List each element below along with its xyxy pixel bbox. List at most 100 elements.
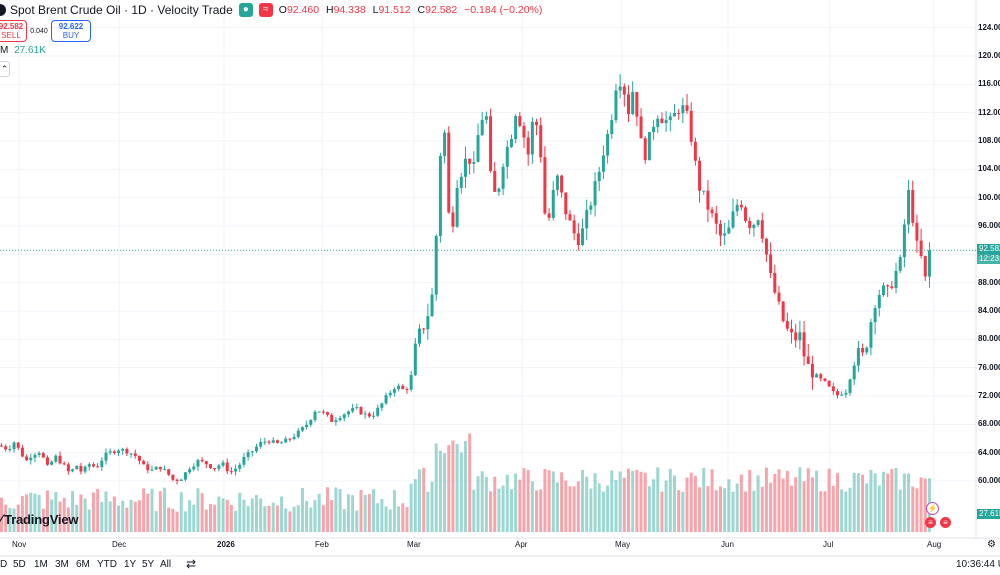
candle-body	[275, 440, 279, 443]
candle-body	[4, 446, 8, 450]
volume-bar	[681, 491, 685, 532]
candle-body	[593, 181, 597, 206]
volume-bar	[685, 477, 689, 532]
candle-body	[927, 250, 931, 277]
volume-bar	[560, 472, 564, 532]
candle-body	[689, 110, 693, 142]
volume-bar	[840, 489, 844, 532]
volume-bar	[66, 507, 70, 532]
market-status-icon[interactable]: ●	[238, 3, 253, 17]
volume-bar	[29, 492, 33, 532]
range-button-5y[interactable]: 5Y	[142, 559, 155, 570]
candle-body	[284, 438, 288, 443]
calendar-range-icon[interactable]: ⇄	[186, 557, 197, 571]
candle-body	[413, 343, 417, 376]
candle-body	[0, 445, 3, 447]
candle-body	[739, 204, 743, 208]
candle-body	[760, 220, 764, 239]
tradingview-logo[interactable]: ⁄ TradingView	[0, 511, 78, 527]
range-button-all[interactable]: All	[160, 559, 172, 570]
volume-bar	[16, 504, 20, 532]
volume-bar	[877, 485, 881, 532]
candle-body	[158, 466, 162, 470]
candle-body	[777, 292, 781, 302]
volume-bar	[338, 489, 342, 532]
candle-body	[91, 464, 95, 467]
chevron-up-icon[interactable]: ⌃	[0, 61, 10, 77]
buy-button[interactable]: 92.622 BUY	[51, 20, 91, 42]
candle-body	[547, 213, 551, 218]
open-key: O	[278, 4, 287, 16]
candle-body	[543, 157, 547, 214]
countdown-tag: 12:23:15	[977, 254, 1000, 265]
candle-body	[209, 464, 212, 469]
candle-body	[564, 192, 568, 215]
us-economic-event-icon[interactable]: ≡	[940, 517, 951, 528]
volume-bar	[25, 494, 29, 532]
volume-bar	[706, 486, 710, 532]
volume-bar	[756, 475, 760, 532]
calendar-settings-icon[interactable]: ⚙	[987, 539, 996, 550]
candle-body	[242, 456, 246, 465]
candle-body	[823, 378, 827, 381]
candle-body	[831, 386, 835, 392]
volume-bar	[87, 509, 91, 532]
volume-bar	[367, 493, 371, 532]
volume-bar	[326, 487, 330, 532]
price-label: 100.000	[978, 192, 1000, 202]
candle-body	[764, 238, 768, 255]
sell-label: SELL	[1, 31, 21, 40]
volume-bar	[200, 493, 204, 532]
volume-bar	[672, 475, 676, 532]
candle-body	[685, 105, 689, 111]
volume-bar	[890, 469, 894, 532]
dividend-icon[interactable]: ⚡	[926, 502, 939, 515]
us-economic-event-icon[interactable]: ≡	[925, 517, 936, 528]
sell-button[interactable]: 92.582 SELL	[0, 20, 27, 42]
range-button-1d[interactable]: D	[0, 559, 8, 570]
volume-bar	[568, 486, 572, 532]
volume-bar	[309, 507, 313, 532]
clock-readout[interactable]: 10:36:44 U	[956, 559, 1000, 570]
high-value: 94.338	[333, 4, 366, 16]
candle-body	[326, 412, 330, 415]
close-key: C	[417, 4, 426, 16]
range-button-ytd[interactable]: YTD	[97, 559, 117, 570]
symbol-title[interactable]: Spot Brent Crude Oil · 1D · Velocity Tra…	[10, 3, 233, 17]
volume-bar	[443, 453, 447, 532]
range-button-6m[interactable]: 6M	[76, 559, 90, 570]
data-source-icon[interactable]: ≈	[258, 3, 273, 17]
time-label: Jul	[823, 540, 834, 549]
high-key: H	[325, 4, 334, 16]
volume-bar	[372, 489, 376, 532]
volume-bar	[154, 511, 158, 532]
candle-body	[225, 462, 229, 472]
volume-bar	[589, 488, 593, 532]
volume-bar	[305, 500, 309, 532]
candle-body	[660, 118, 664, 124]
volume-bar	[296, 505, 300, 532]
candle-body	[572, 220, 576, 234]
range-button-5d[interactable]: 5D	[13, 559, 26, 570]
volume-bar	[647, 486, 651, 532]
candle-body	[192, 466, 196, 470]
range-button-3m[interactable]: 3M	[55, 559, 69, 570]
symbol-logo-icon[interactable]	[0, 4, 6, 16]
candle-body	[459, 176, 463, 188]
candle-body	[254, 446, 258, 452]
volume-bar	[827, 468, 831, 532]
candle-body	[79, 465, 83, 472]
candle-body	[263, 441, 267, 443]
volume-bar	[635, 469, 639, 532]
volume-bar	[781, 478, 785, 532]
candle-body	[376, 407, 380, 416]
candle-body	[810, 363, 814, 378]
price-axis[interactable]: 124.000 120.000 116.000 112.000 108.000 104.0…	[976, 0, 1000, 540]
volume-bar	[133, 501, 137, 532]
range-button-1y[interactable]: 1Y	[124, 559, 137, 570]
volume-bar	[660, 491, 664, 532]
candle-body	[718, 223, 722, 236]
volume-bar	[292, 506, 296, 532]
range-button-1m[interactable]: 1M	[34, 559, 48, 570]
